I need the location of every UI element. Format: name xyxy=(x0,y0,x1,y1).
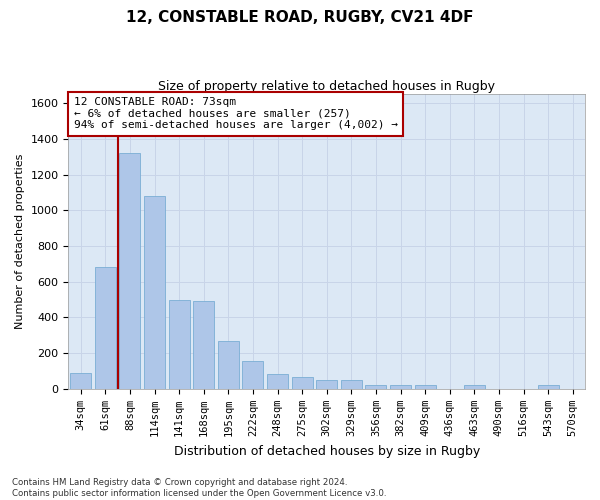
Bar xyxy=(218,340,239,389)
Bar xyxy=(390,386,411,389)
Bar xyxy=(267,374,288,389)
Bar xyxy=(193,302,214,389)
Bar xyxy=(144,196,165,389)
Text: 12 CONSTABLE ROAD: 73sqm
← 6% of detached houses are smaller (257)
94% of semi-d: 12 CONSTABLE ROAD: 73sqm ← 6% of detache… xyxy=(74,97,398,130)
Bar xyxy=(464,386,485,389)
Bar xyxy=(538,386,559,389)
X-axis label: Distribution of detached houses by size in Rugby: Distribution of detached houses by size … xyxy=(173,444,480,458)
Bar xyxy=(341,380,362,389)
Bar xyxy=(95,268,116,389)
Bar xyxy=(292,378,313,389)
Title: Size of property relative to detached houses in Rugby: Size of property relative to detached ho… xyxy=(158,80,495,93)
Text: 12, CONSTABLE ROAD, RUGBY, CV21 4DF: 12, CONSTABLE ROAD, RUGBY, CV21 4DF xyxy=(126,10,474,25)
Y-axis label: Number of detached properties: Number of detached properties xyxy=(15,154,25,329)
Bar xyxy=(70,373,91,389)
Bar xyxy=(415,386,436,389)
Bar xyxy=(365,386,386,389)
Bar xyxy=(169,300,190,389)
Bar xyxy=(119,153,140,389)
Bar xyxy=(242,362,263,389)
Text: Contains HM Land Registry data © Crown copyright and database right 2024.
Contai: Contains HM Land Registry data © Crown c… xyxy=(12,478,386,498)
Bar xyxy=(316,380,337,389)
